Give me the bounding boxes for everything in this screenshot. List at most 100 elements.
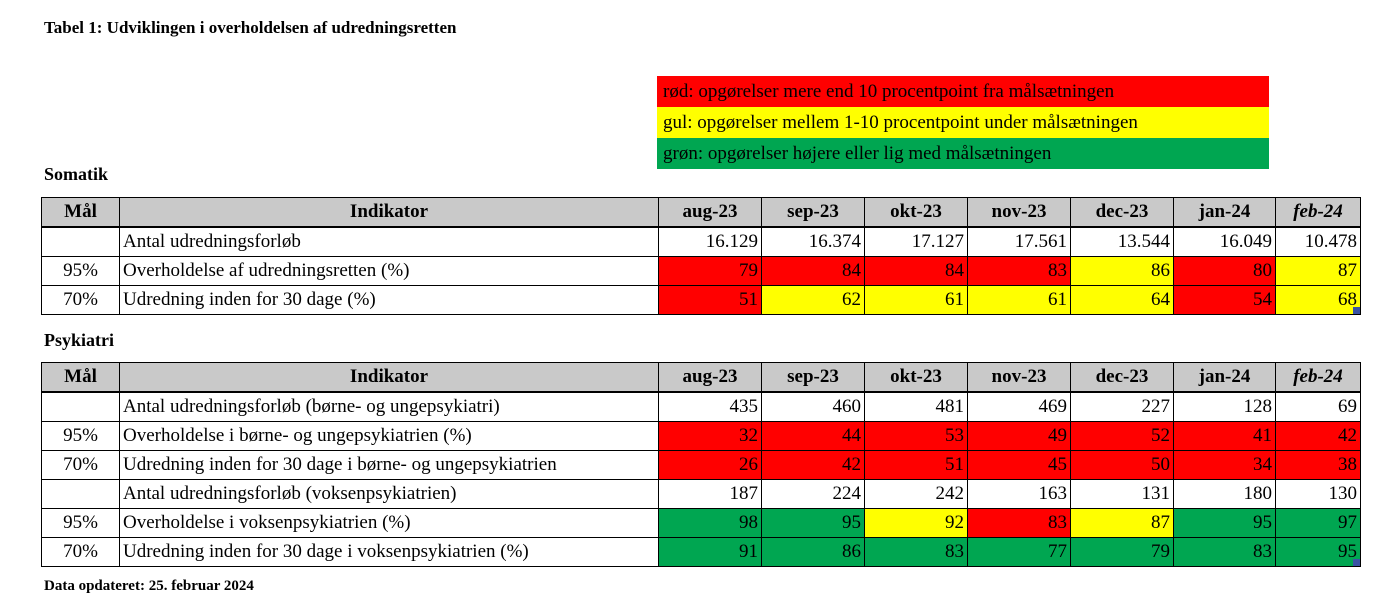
value-cell: 52 (1070, 421, 1174, 451)
column-header: feb-24 (1275, 197, 1361, 228)
indikator-cell: Overholdelse af udredningsretten (%) (119, 256, 659, 286)
maal-cell (41, 226, 120, 257)
indikator-cell: Antal udredningsforløb (119, 226, 659, 257)
value-cell: 49 (967, 421, 1071, 451)
value-cell: 17.561 (967, 226, 1071, 257)
psykiatri-data-table: Mål Indikator aug-23 sep-23 okt-23 nov-23 dec-… (41, 362, 1361, 567)
value-cell: 64 (1070, 285, 1174, 315)
indikator-cell: Overholdelse i børne- og ungepsykiatrien… (119, 421, 659, 451)
value-cell: 86 (1070, 256, 1174, 286)
value-cell: 481 (864, 391, 968, 422)
table-row: Antal udredningsforløb (voksenpsykiatrie… (41, 479, 1361, 509)
column-header: aug-23 (658, 362, 762, 393)
value-cell: 95 (1275, 537, 1361, 567)
value-cell: 62 (761, 285, 865, 315)
indikator-cell: Antal udredningsforløb (voksenpsykiatrie… (119, 479, 659, 509)
value-cell: 83 (967, 256, 1071, 286)
color-legend: rød: opgørelser mere end 10 procentpoint… (657, 76, 1269, 169)
value-cell: 227 (1070, 391, 1174, 422)
value-cell: 17.127 (864, 226, 968, 257)
maal-cell: 95% (41, 256, 120, 286)
indikator-cell: Udredning inden for 30 dage i børne- og … (119, 450, 659, 480)
value-cell: 51 (864, 450, 968, 480)
maal-cell: 95% (41, 421, 120, 451)
value-cell: 460 (761, 391, 865, 422)
legend-item-green: grøn: opgørelser højere eller lig med må… (657, 138, 1269, 169)
value-cell: 163 (967, 479, 1071, 509)
data-updated-note: Data opdateret: 25. februar 2024 (44, 578, 254, 594)
table-row: 70% Udredning inden for 30 dage (%) 51 62 61… (41, 285, 1361, 315)
column-header: Indikator (119, 197, 659, 228)
value-cell: 83 (1173, 537, 1276, 567)
legend-item-yellow: gul: opgørelser mellem 1-10 procentpoint… (657, 107, 1269, 138)
table-row: 95% Overholdelse i børne- og ungepsykiatr… (41, 421, 1361, 451)
value-cell: 16.049 (1173, 226, 1276, 257)
psykiatri-table: Mål Indikator aug-23 sep-23 okt-23 nov-23 dec-… (41, 362, 1361, 567)
column-header: okt-23 (864, 197, 968, 228)
value-cell: 87 (1275, 256, 1361, 286)
value-cell: 10.478 (1275, 226, 1361, 257)
column-header: dec-23 (1070, 197, 1174, 228)
maal-cell: 95% (41, 508, 120, 538)
indikator-cell: Antal udredningsforløb (børne- og ungeps… (119, 391, 659, 422)
maal-cell: 70% (41, 537, 120, 567)
value-cell: 61 (967, 285, 1071, 315)
value-cell: 97 (1275, 508, 1361, 538)
value-cell: 42 (761, 450, 865, 480)
section-heading-psykiatri: Psykiatri (44, 330, 114, 350)
value-cell: 79 (658, 256, 762, 286)
value-cell: 79 (1070, 537, 1174, 567)
value-cell: 469 (967, 391, 1071, 422)
value-cell: 41 (1173, 421, 1276, 451)
maal-cell (41, 479, 120, 509)
column-header: Mål (41, 362, 120, 393)
value-cell: 130 (1275, 479, 1361, 509)
value-cell: 95 (1173, 508, 1276, 538)
column-header: feb-24 (1275, 362, 1361, 393)
maal-cell (41, 391, 120, 422)
indikator-cell: Udredning inden for 30 dage i voksenpsyk… (119, 537, 659, 567)
table-row: 70% Udredning inden for 30 dage i børne- … (41, 450, 1361, 480)
table-row: Antal udredningsforløb 16.129 16.374 17.127… (41, 226, 1361, 257)
value-cell: 16.374 (761, 226, 865, 257)
value-cell: 435 (658, 391, 762, 422)
value-cell: 61 (864, 285, 968, 315)
value-cell: 68 (1275, 285, 1361, 315)
value-cell: 128 (1173, 391, 1276, 422)
column-header: sep-23 (761, 197, 865, 228)
value-cell: 38 (1275, 450, 1361, 480)
value-cell: 95 (761, 508, 865, 538)
indikator-cell: Overholdelse i voksenpsykiatrien (%) (119, 508, 659, 538)
value-cell: 84 (761, 256, 865, 286)
value-cell: 87 (1070, 508, 1174, 538)
value-cell: 51 (658, 285, 762, 315)
value-cell: 187 (658, 479, 762, 509)
value-cell: 83 (864, 537, 968, 567)
column-header: Indikator (119, 362, 659, 393)
table-row: Antal udredningsforløb (børne- og ungeps… (41, 391, 1361, 422)
table-row: 95% Overholdelse af udredningsretten (%) 7… (41, 256, 1361, 286)
legend-item-red: rød: opgørelser mere end 10 procentpoint… (657, 76, 1269, 107)
value-cell: 131 (1070, 479, 1174, 509)
column-header: nov-23 (967, 197, 1071, 228)
header-row: Mål Indikator aug-23 sep-23 okt-23 nov-23 dec-… (41, 362, 1361, 393)
indikator-cell: Udredning inden for 30 dage (%) (119, 285, 659, 315)
value-cell: 80 (1173, 256, 1276, 286)
column-header: aug-23 (658, 197, 762, 228)
somatik-table: Mål Indikator aug-23 sep-23 okt-23 nov-23 dec-… (41, 197, 1361, 315)
column-header: Mål (41, 197, 120, 228)
document-title: Tabel 1: Udviklingen i overholdelsen af … (44, 18, 457, 37)
value-cell: 34 (1173, 450, 1276, 480)
value-cell: 13.544 (1070, 226, 1174, 257)
value-cell: 32 (658, 421, 762, 451)
maal-cell: 70% (41, 450, 120, 480)
excel-paste-handle-icon (1353, 559, 1360, 566)
value-cell: 242 (864, 479, 968, 509)
value-cell: 44 (761, 421, 865, 451)
table-row: 70% Udredning inden for 30 dage i voksenp… (41, 537, 1361, 567)
column-header: jan-24 (1173, 197, 1276, 228)
value-cell: 224 (761, 479, 865, 509)
value-cell: 86 (761, 537, 865, 567)
value-cell: 16.129 (658, 226, 762, 257)
